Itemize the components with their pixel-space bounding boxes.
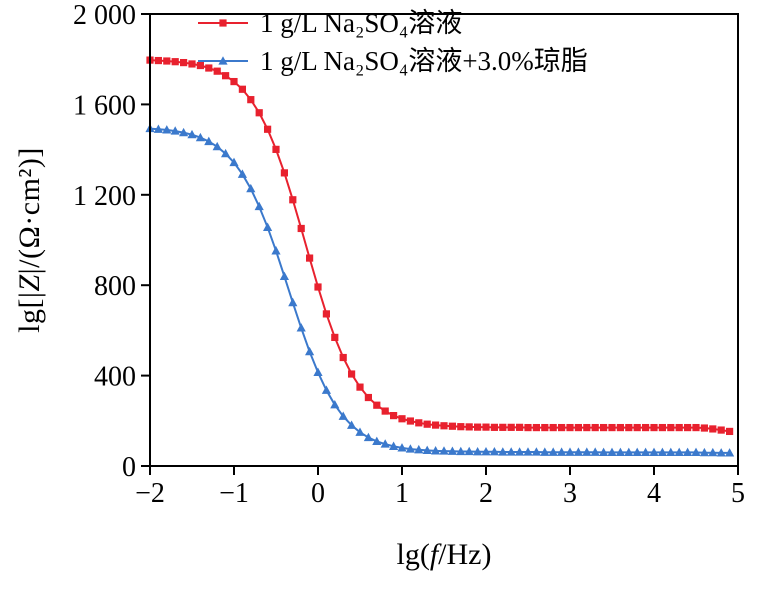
y-tick-label: 800 [94, 271, 136, 302]
legend-label-na2so4-agar: 1 g/L Na₂SO₄溶液+3.0%琼脂 [260, 46, 588, 76]
x-tick-label: 5 [731, 478, 745, 509]
x-tick-label: 2 [479, 478, 493, 509]
series-markers-0 [146, 56, 734, 436]
x-tick-label: 3 [563, 478, 577, 509]
legend-item-na2so4: 1 g/L Na₂SO₄溶液 [196, 6, 588, 40]
y-tick-label: 400 [94, 362, 136, 393]
x-tick-label: −2 [135, 478, 165, 509]
legend-marker-red-square-icon [198, 19, 248, 27]
x-tick-label: −1 [219, 478, 249, 509]
y-axis-label: lg[|Z|/(Ω·cm²)] [13, 147, 46, 333]
x-tick-label: 0 [311, 478, 325, 509]
y-tick-label: 1 600 [73, 90, 136, 121]
legend-marker-blue-triangle-icon [198, 56, 248, 65]
legend-item-na2so4-agar: 1 g/L Na₂SO₄溶液+3.0%琼脂 [196, 44, 588, 78]
x-axis-label: lg(f/Hz) [396, 538, 492, 571]
plot-frame [149, 13, 739, 467]
series-markers-1 [145, 123, 735, 457]
y-tick-label: 2 000 [73, 0, 136, 31]
x-tick-label: 1 [395, 478, 409, 509]
legend-label-na2so4: 1 g/L Na₂SO₄溶液 [260, 8, 463, 38]
x-tick-label: 4 [647, 478, 661, 509]
y-tick-label: 1 200 [73, 181, 136, 212]
y-tick-label: 0 [122, 452, 136, 483]
series-line-1 [149, 127, 730, 454]
legend: 1 g/L Na₂SO₄溶液 1 g/L Na₂SO₄溶液+3.0%琼脂 [196, 6, 588, 78]
series-line-0 [149, 59, 730, 433]
